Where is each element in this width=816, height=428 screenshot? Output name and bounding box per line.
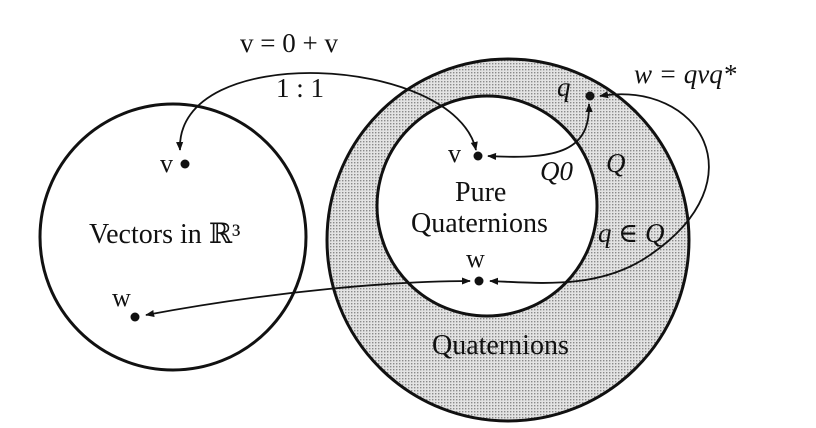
label-Q0: Q0 — [540, 156, 573, 186]
label-vectors-space: Vectors in ℝ³ — [89, 219, 240, 250]
point-v-mid — [473, 151, 483, 161]
label-q-point: q — [557, 72, 571, 102]
label-v-mid: v — [448, 139, 461, 168]
label-map-top: v = 0 + v — [240, 28, 338, 58]
point-q — [585, 91, 595, 101]
map-arrow-v — [176, 72, 478, 151]
rotation-arrow — [489, 91, 710, 285]
map-arrow-w — [145, 277, 471, 318]
point-w-mid — [474, 276, 484, 286]
label-pure-2: Quaternions — [411, 208, 548, 239]
label-one-to-one: 1 : 1 — [276, 73, 324, 103]
label-rotation: w = qvq* — [634, 59, 737, 89]
label-q-in-Q: q ∈ Q — [598, 218, 665, 248]
label-quaternions: Quaternions — [432, 330, 569, 361]
label-w-mid: w — [466, 244, 485, 273]
label-v-left: v — [160, 149, 173, 178]
label-w-left: w — [112, 283, 131, 312]
point-w-left — [130, 312, 140, 322]
point-v-left — [180, 159, 190, 169]
label-Q: Q — [606, 148, 626, 178]
label-pure-1: Pure — [455, 177, 506, 208]
